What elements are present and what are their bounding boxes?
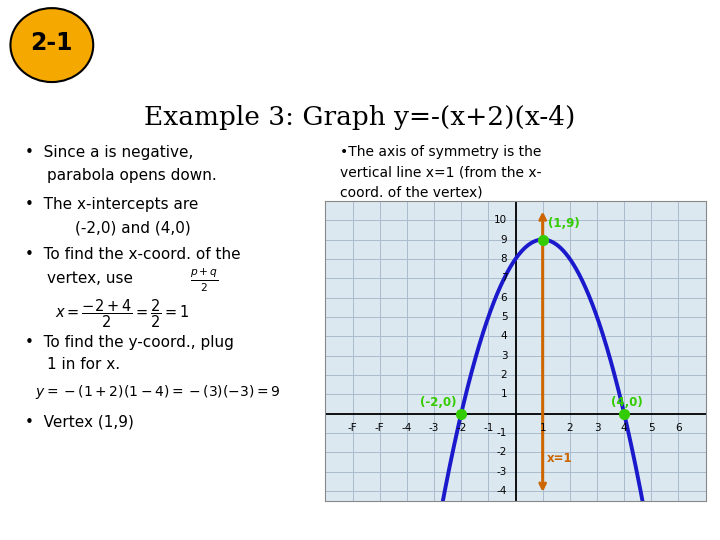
Text: -1: -1 xyxy=(483,423,493,433)
Text: vertical line x=1 (from the x-: vertical line x=1 (from the x- xyxy=(340,165,541,179)
Text: •The axis of symmetry is the: •The axis of symmetry is the xyxy=(340,145,541,159)
Text: $\frac{p+q}{2}$: $\frac{p+q}{2}$ xyxy=(190,268,219,294)
Text: 4: 4 xyxy=(500,331,508,341)
Text: 5: 5 xyxy=(500,312,508,322)
Text: 7: 7 xyxy=(500,273,508,283)
Text: $y = -(1+2)(1-4) = -(3)(-3) = 9$: $y = -(1+2)(1-4) = -(3)(-3) = 9$ xyxy=(35,383,281,401)
Text: •  The x-intercepts are: • The x-intercepts are xyxy=(25,197,199,212)
Text: 3: 3 xyxy=(500,350,508,361)
Text: 6: 6 xyxy=(675,423,682,433)
Text: -F: -F xyxy=(348,423,357,433)
Text: vertex, use: vertex, use xyxy=(47,271,133,286)
Text: Quadratic Functions: Quadratic Functions xyxy=(112,56,315,74)
Text: x=1: x=1 xyxy=(546,452,572,465)
Text: coord. of the vertex): coord. of the vertex) xyxy=(340,185,482,199)
Text: -2: -2 xyxy=(456,423,467,433)
Text: -1: -1 xyxy=(497,428,508,438)
Text: 2: 2 xyxy=(500,370,508,380)
Text: -3: -3 xyxy=(429,423,439,433)
Ellipse shape xyxy=(10,8,94,82)
Text: Using Transformations to Graph: Using Transformations to Graph xyxy=(112,18,434,36)
Text: (4,0): (4,0) xyxy=(611,396,642,409)
Text: Holt McDougal Algebra 2: Holt McDougal Algebra 2 xyxy=(12,516,178,529)
Text: 8: 8 xyxy=(500,254,508,264)
Text: •  Since a is negative,: • Since a is negative, xyxy=(25,145,194,160)
Text: (-2,0): (-2,0) xyxy=(420,396,457,409)
Text: 5: 5 xyxy=(648,423,654,433)
Text: 2-1: 2-1 xyxy=(30,31,73,55)
Text: $x = \dfrac{-2+4}{2} = \dfrac{2}{2} = 1$: $x = \dfrac{-2+4}{2} = \dfrac{2}{2} = 1$ xyxy=(55,297,189,329)
Text: 1: 1 xyxy=(539,423,546,433)
Text: •  To find the y-coord., plug: • To find the y-coord., plug xyxy=(25,335,234,350)
Text: Reserved.: Reserved. xyxy=(647,516,714,529)
Text: •  Vertex (1,9): • Vertex (1,9) xyxy=(25,415,134,430)
Text: 1: 1 xyxy=(500,389,508,399)
Text: 9: 9 xyxy=(500,234,508,245)
Text: parabola opens down.: parabola opens down. xyxy=(47,168,217,183)
Text: •  To find the x-coord. of the: • To find the x-coord. of the xyxy=(25,247,240,262)
Text: 6: 6 xyxy=(500,293,508,302)
Text: 2: 2 xyxy=(567,423,573,433)
Text: Example 3: Graph y=-(x+2)(x-4): Example 3: Graph y=-(x+2)(x-4) xyxy=(144,105,576,130)
Text: -F: -F xyxy=(375,423,384,433)
Text: -2: -2 xyxy=(497,447,508,457)
Text: (1,9): (1,9) xyxy=(548,217,580,230)
Text: (-2,0) and (4,0): (-2,0) and (4,0) xyxy=(75,220,191,235)
Text: 10: 10 xyxy=(494,215,508,225)
Text: 1 in for x.: 1 in for x. xyxy=(47,357,120,372)
Text: 3: 3 xyxy=(594,423,600,433)
Text: 4: 4 xyxy=(621,423,627,433)
Text: -3: -3 xyxy=(497,467,508,477)
Text: -4: -4 xyxy=(402,423,412,433)
Text: -4: -4 xyxy=(497,486,508,496)
